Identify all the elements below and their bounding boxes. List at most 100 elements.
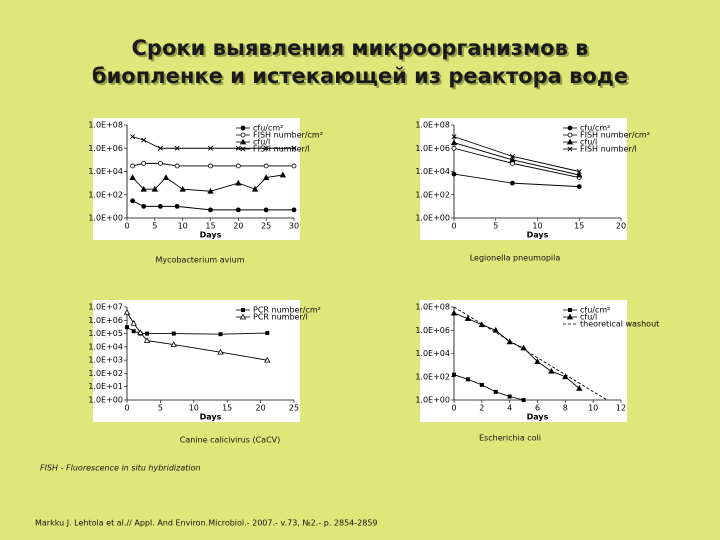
data-point bbox=[157, 160, 163, 166]
legend-label: cfu/l bbox=[580, 138, 597, 147]
data-point bbox=[263, 145, 269, 151]
panel-caption: Legionella pneumopila bbox=[470, 254, 561, 263]
data-point bbox=[157, 203, 163, 209]
y-tick-label: 1.0E+01 bbox=[88, 382, 123, 391]
x-tick-label: 20 bbox=[233, 222, 243, 231]
legend-marker bbox=[566, 313, 574, 320]
data-point bbox=[291, 207, 297, 213]
data-point bbox=[450, 139, 458, 146]
x-tick-label: 5 bbox=[493, 222, 498, 231]
x-tick-label: 5 bbox=[158, 404, 163, 413]
data-point bbox=[162, 174, 170, 180]
y-tick-label: 1.0E+00 bbox=[88, 214, 123, 223]
data-point bbox=[464, 315, 472, 322]
legend-label: cfu/l bbox=[253, 138, 270, 147]
y-tick-label: 1.0E+00 bbox=[415, 396, 450, 405]
data-point bbox=[263, 163, 269, 169]
data-point bbox=[174, 145, 180, 151]
legend-label: PCR number/cm² bbox=[253, 306, 321, 315]
x-tick-label: 20 bbox=[256, 404, 266, 413]
x-axis-label: Days bbox=[527, 413, 549, 422]
legend-marker bbox=[240, 146, 246, 152]
data-point bbox=[562, 373, 569, 380]
y-tick-label: 1.0E+00 bbox=[415, 214, 450, 223]
y-tick-label: 1.0E+08 bbox=[415, 303, 450, 312]
y-tick-label: 1.0E+00 bbox=[88, 396, 123, 405]
data-point bbox=[279, 171, 287, 178]
title: биопленке и истекающей из реактора воде bbox=[92, 64, 628, 88]
data-point bbox=[493, 389, 498, 394]
data-point bbox=[143, 337, 151, 343]
y-tick-label: 1.0E+04 bbox=[88, 167, 123, 176]
data-point bbox=[129, 174, 136, 180]
data-point bbox=[235, 163, 241, 169]
data-point bbox=[451, 145, 457, 151]
data-point bbox=[263, 207, 269, 213]
x-tick-label: 15 bbox=[205, 222, 215, 231]
legend-marker bbox=[241, 308, 245, 312]
data-point bbox=[145, 331, 150, 336]
data-point bbox=[207, 187, 214, 194]
citation: Markku J. Lehtola et al.// Appl. And Env… bbox=[35, 519, 378, 528]
legend-label: PCR number/l bbox=[253, 313, 308, 322]
data-point bbox=[125, 325, 129, 330]
x-tick-label: 10 bbox=[178, 222, 188, 231]
x-tick-label: 0 bbox=[124, 404, 129, 413]
data-point bbox=[123, 308, 131, 315]
y-tick-label: 1.0E+04 bbox=[415, 349, 450, 358]
x-tick-label: 4 bbox=[507, 404, 512, 413]
legend-label: cfu/cm² bbox=[253, 124, 283, 133]
x-axis-label: Days bbox=[200, 231, 222, 240]
data-point bbox=[521, 398, 526, 402]
y-tick-label: 1.0E+02 bbox=[88, 369, 123, 378]
data-point bbox=[509, 153, 515, 159]
legend-marker bbox=[566, 138, 574, 145]
panel-caption: Canine calicivirus (CaCV) bbox=[180, 436, 281, 445]
data-point bbox=[262, 174, 270, 180]
data-point bbox=[174, 203, 180, 209]
data-point bbox=[510, 180, 515, 186]
series-line bbox=[132, 162, 294, 167]
y-tick-label: 1.0E+05 bbox=[88, 329, 123, 338]
data-point bbox=[235, 207, 241, 213]
note: FISH - Fluorescence in situ hybridizatio… bbox=[40, 464, 201, 473]
legend-marker bbox=[568, 308, 572, 312]
data-point bbox=[235, 179, 242, 186]
data-point bbox=[509, 156, 516, 163]
legend-label: theoretical washout bbox=[580, 320, 659, 329]
data-point bbox=[291, 163, 297, 169]
x-tick-label: 0 bbox=[124, 222, 129, 231]
x-tick-label: 0 bbox=[451, 222, 456, 231]
data-point bbox=[170, 341, 177, 347]
data-point bbox=[235, 145, 241, 151]
x-tick-label: 25 bbox=[261, 222, 271, 231]
legend-marker bbox=[240, 132, 246, 138]
y-tick-label: 1.0E+02 bbox=[415, 372, 450, 381]
y-tick-label: 1.0E+06 bbox=[88, 144, 123, 153]
panel-caption: Mycobacterium avium bbox=[155, 256, 244, 265]
y-tick-label: 1.0E+04 bbox=[415, 167, 450, 176]
legend-label: FISH number/cm² bbox=[253, 131, 323, 140]
y-tick-label: 1.0E+02 bbox=[415, 190, 450, 199]
series-line bbox=[132, 136, 294, 149]
data-point bbox=[451, 171, 457, 177]
title-shadow: Сроки выявления микроорганизмов в bbox=[134, 38, 591, 62]
data-point bbox=[179, 185, 186, 192]
x-axis-label: Days bbox=[527, 231, 549, 240]
y-tick-label: 1.0E+06 bbox=[415, 326, 450, 335]
data-point bbox=[534, 358, 541, 365]
data-point bbox=[174, 163, 180, 169]
legend-marker bbox=[567, 125, 573, 131]
data-point bbox=[130, 198, 135, 204]
data-point bbox=[130, 134, 136, 140]
data-point bbox=[141, 203, 147, 209]
data-point bbox=[141, 160, 147, 166]
data-point bbox=[251, 185, 259, 192]
x-axis-label: Days bbox=[200, 413, 222, 422]
y-tick-label: 1.0E+07 bbox=[88, 303, 123, 312]
data-point bbox=[207, 145, 214, 151]
x-tick-label: 30 bbox=[289, 222, 299, 231]
legend-marker bbox=[240, 125, 246, 131]
